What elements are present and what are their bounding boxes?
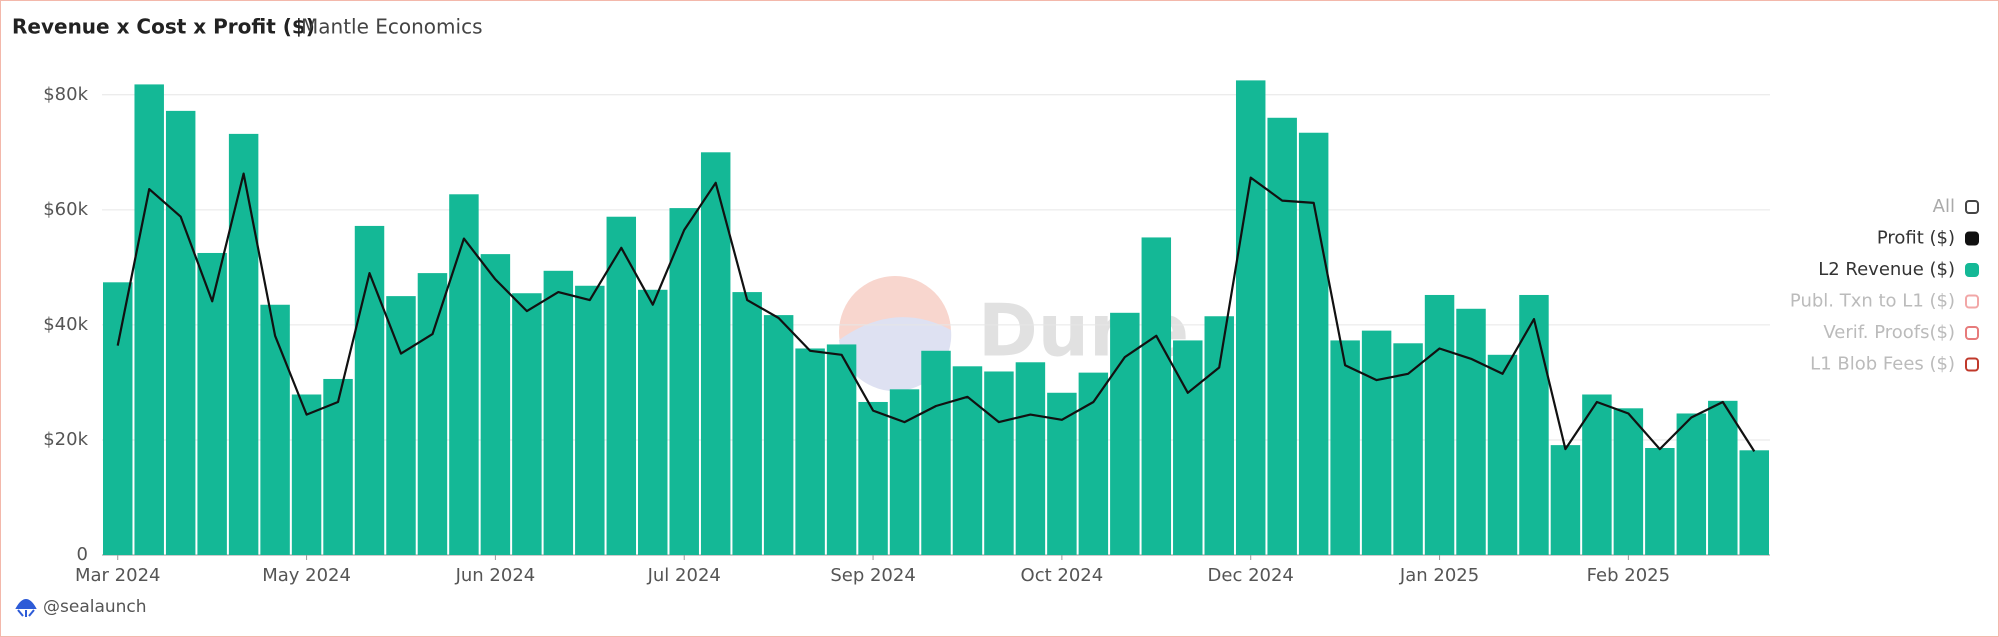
bar bbox=[1676, 413, 1707, 555]
x-tick-label: May 2024 bbox=[262, 565, 351, 586]
bar bbox=[480, 254, 511, 556]
bar bbox=[103, 282, 133, 555]
legend: All Profit ($) L2 Revenue ($) Publ. Txn to … bbox=[1790, 196, 1979, 375]
legend-label[interactable]: L1 Blob Fees ($) bbox=[1810, 354, 1955, 375]
bar bbox=[291, 394, 322, 555]
bar bbox=[575, 285, 605, 555]
bar bbox=[1424, 294, 1455, 555]
bar bbox=[1204, 316, 1234, 555]
legend-marker[interactable] bbox=[1965, 357, 1979, 372]
legend-marker[interactable] bbox=[1965, 231, 1979, 246]
bar bbox=[228, 133, 259, 555]
bar bbox=[795, 348, 825, 555]
bar bbox=[1456, 308, 1486, 555]
bar bbox=[543, 270, 574, 555]
bar bbox=[386, 296, 416, 555]
bar bbox=[984, 371, 1014, 555]
chart-title: Revenue x Cost x Profit ($) bbox=[12, 15, 315, 39]
x-tick-label: Sep 2024 bbox=[830, 565, 915, 586]
line bbox=[116, 172, 1756, 452]
plot-area: 0 $20k $40k $60k $80k Mar 2024 May 2024 Jun 202… bbox=[43, 80, 1770, 586]
legend-label[interactable]: L2 Revenue ($) bbox=[1818, 259, 1955, 280]
bar bbox=[197, 252, 227, 555]
bar bbox=[1110, 312, 1140, 555]
footer-text: @sealaunch bbox=[43, 597, 147, 617]
bar bbox=[260, 304, 290, 555]
bar bbox=[952, 366, 983, 555]
bar bbox=[323, 378, 353, 555]
bar bbox=[1487, 354, 1518, 555]
bar bbox=[1739, 450, 1769, 555]
legend-label[interactable]: Verif. Proofs($) bbox=[1823, 322, 1955, 343]
bar bbox=[638, 289, 668, 555]
bar bbox=[606, 216, 637, 556]
bar bbox=[1298, 132, 1329, 555]
bar bbox=[1078, 372, 1109, 555]
bar bbox=[1613, 408, 1644, 555]
y-tick-label: 0 bbox=[77, 544, 88, 565]
y-tick-label: $20k bbox=[43, 429, 88, 450]
legend-label[interactable]: Publ. Txn to L1 ($) bbox=[1790, 291, 1955, 312]
x-tick-label: Oct 2024 bbox=[1021, 565, 1104, 586]
x-tick-label: Jun 2024 bbox=[455, 565, 536, 586]
bar bbox=[134, 84, 164, 555]
legend-marker[interactable] bbox=[1965, 294, 1979, 309]
bar bbox=[889, 389, 920, 555]
bar bbox=[1330, 340, 1360, 555]
bar bbox=[1582, 394, 1612, 555]
bar bbox=[449, 194, 479, 555]
y-tick-label: $80k bbox=[43, 84, 88, 105]
bar bbox=[826, 344, 857, 555]
bar bbox=[1519, 294, 1549, 555]
bar bbox=[1235, 80, 1266, 555]
bar bbox=[700, 152, 731, 555]
y-tick-label: $40k bbox=[43, 314, 88, 335]
bar bbox=[1141, 237, 1172, 555]
x-tick-label: Feb 2025 bbox=[1587, 565, 1670, 586]
bar bbox=[669, 208, 699, 555]
legend-label[interactable]: All bbox=[1933, 196, 1955, 217]
bar bbox=[1645, 447, 1675, 555]
x-tick-label: Jan 2025 bbox=[1399, 565, 1479, 586]
bar bbox=[512, 293, 542, 555]
legend-marker[interactable] bbox=[1965, 263, 1979, 277]
bar bbox=[1393, 343, 1423, 555]
legend-marker[interactable] bbox=[1965, 326, 1979, 340]
bar bbox=[165, 110, 196, 556]
bar bbox=[763, 315, 794, 555]
bar bbox=[354, 225, 385, 555]
bar bbox=[1267, 117, 1297, 555]
x-tick-label: Mar 2024 bbox=[75, 565, 161, 586]
bar bbox=[1550, 445, 1581, 555]
bar bbox=[732, 292, 762, 555]
legend-label[interactable]: Profit ($) bbox=[1877, 228, 1955, 249]
bar bbox=[417, 273, 448, 555]
bar bbox=[1708, 400, 1738, 555]
bar bbox=[921, 350, 951, 555]
chart-subtitle: Mantle Economics bbox=[301, 15, 482, 39]
x-tick-label: Dec 2024 bbox=[1208, 565, 1294, 586]
bar bbox=[1361, 330, 1392, 555]
footer-icon bbox=[15, 599, 37, 617]
bar bbox=[1015, 362, 1046, 555]
x-tick-label: Jul 2024 bbox=[647, 565, 721, 586]
legend-marker[interactable] bbox=[1965, 200, 1979, 214]
bar bbox=[858, 401, 888, 555]
y-tick-label: $60k bbox=[43, 199, 88, 220]
